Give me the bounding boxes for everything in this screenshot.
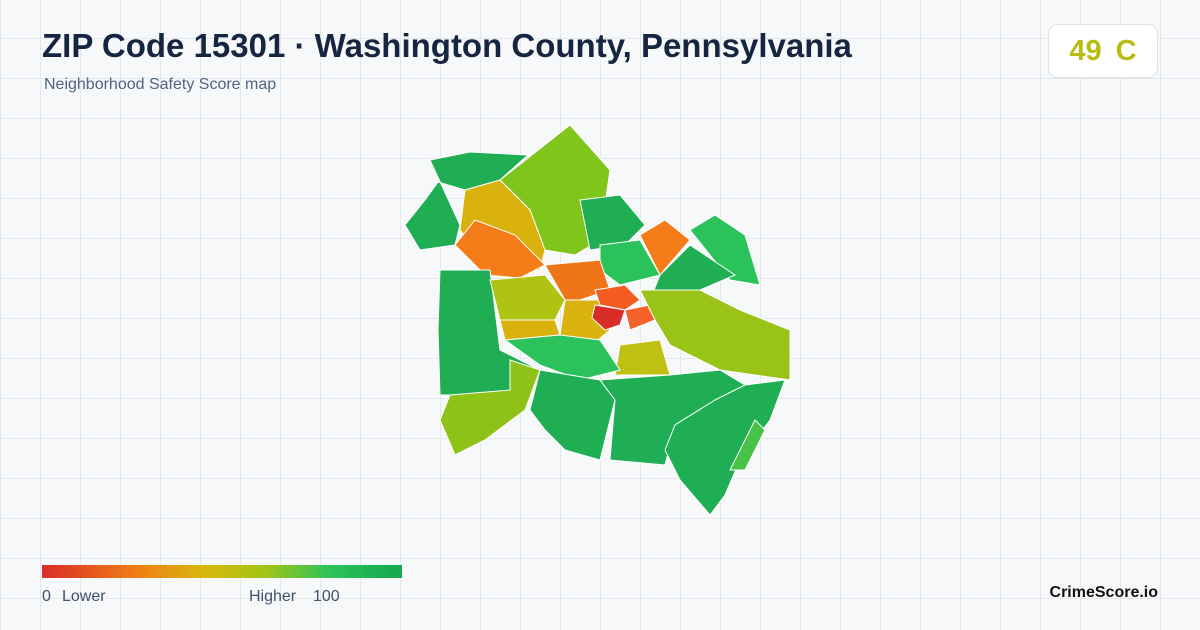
score-badge: 49 C [1048, 24, 1158, 78]
region [489, 274, 566, 321]
region [439, 359, 541, 456]
region [544, 259, 611, 301]
score-grade: C [1115, 34, 1137, 67]
legend-max: 100 [313, 588, 340, 605]
region [664, 379, 786, 516]
title: ZIP Code 15301 · Washington County, Penn… [42, 27, 852, 64]
legend-min: 0 [42, 588, 51, 605]
region [729, 419, 766, 471]
region [639, 289, 791, 381]
region [503, 334, 621, 381]
region [639, 219, 691, 276]
legend-max-label: Higher [249, 588, 297, 605]
score-value: 49 [1069, 34, 1102, 67]
region [591, 304, 626, 331]
region [614, 339, 671, 376]
subtitle: Neighborhood Safety Score map [44, 76, 277, 93]
region [579, 194, 646, 251]
brand: CrimeScore.io [1049, 584, 1158, 601]
region [404, 151, 530, 251]
region [594, 284, 641, 311]
legend-min-label: Lower [62, 588, 106, 605]
legend-gradient [42, 565, 402, 578]
